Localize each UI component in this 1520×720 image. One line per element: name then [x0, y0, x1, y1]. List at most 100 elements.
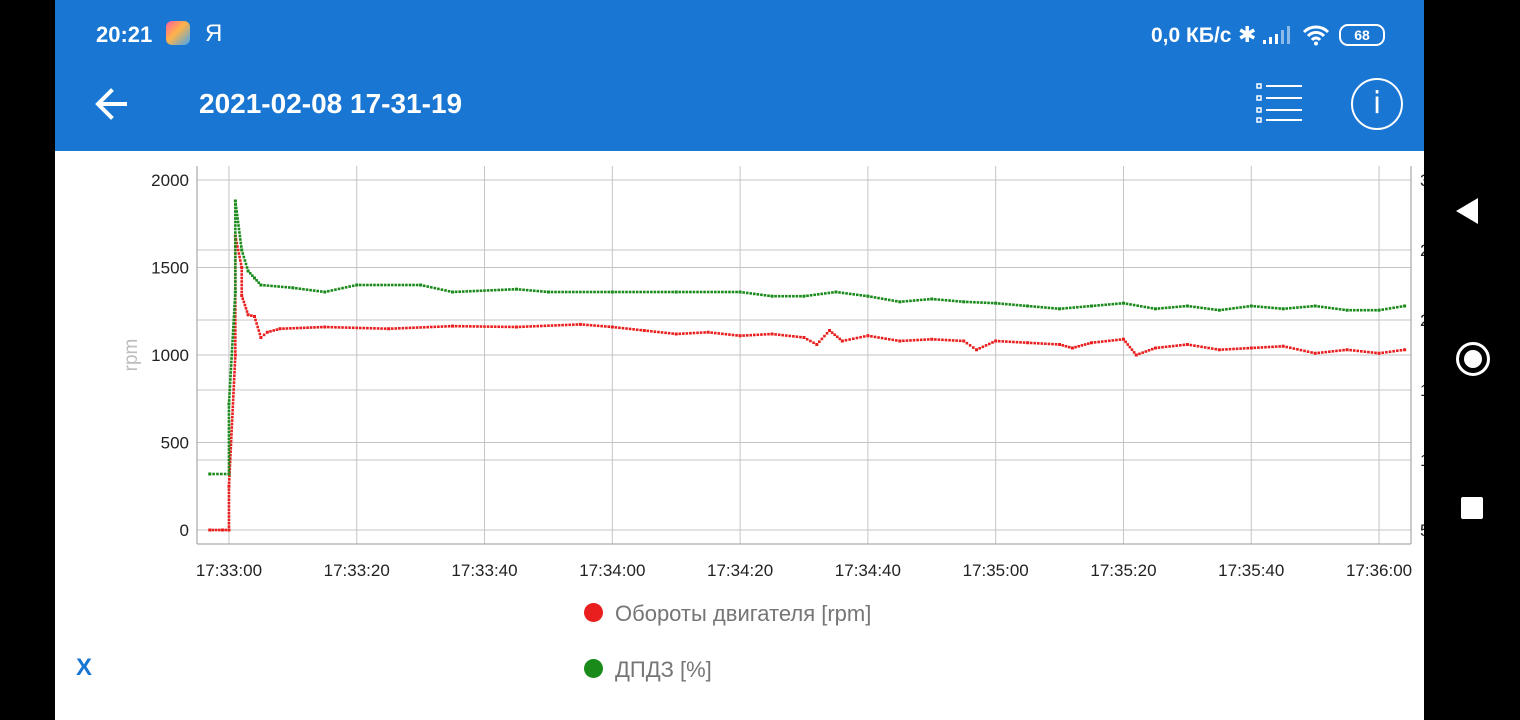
trace-dot [240, 248, 244, 252]
trace-dot [231, 408, 234, 412]
trace-dot [233, 370, 236, 374]
trace-dot [1100, 340, 1104, 343]
trace-dot [923, 338, 926, 341]
trace-dot [1328, 306, 1331, 310]
trace-dot [518, 325, 522, 329]
close-button[interactable]: X [76, 654, 93, 681]
trace-dot [373, 327, 376, 330]
trace-dot [228, 395, 231, 399]
trace-dot [1161, 345, 1164, 349]
trace-dot [212, 472, 215, 476]
trace-dot [259, 283, 263, 287]
trace-dot [1026, 341, 1029, 345]
x-tick-label: 17:35:20 [1090, 561, 1156, 580]
trace-dot [912, 299, 916, 302]
trace-dot [227, 495, 231, 498]
trace-dot [828, 329, 831, 332]
trace-dot [614, 326, 618, 329]
trace-dot [625, 327, 628, 330]
trace-dot [229, 364, 233, 367]
trace-dot [483, 289, 486, 292]
back-button[interactable] [89, 82, 133, 126]
trace-dot [227, 455, 231, 458]
trace-dot [1033, 341, 1037, 345]
trace-dot [292, 326, 296, 330]
trace-dot [586, 323, 589, 327]
trace-dot [618, 290, 621, 294]
trace-dot [232, 388, 235, 391]
trace-dot [234, 259, 237, 262]
trace-dot [231, 398, 235, 402]
trace-dot [518, 288, 522, 291]
trace-dot [522, 288, 525, 292]
trace-dot [228, 460, 232, 464]
trace-dot [227, 427, 231, 430]
trace-dot [753, 333, 756, 337]
trace-dot [1356, 308, 1360, 312]
trace-dot [763, 293, 767, 297]
trace-dot [639, 290, 643, 294]
trace-dot [230, 350, 234, 353]
legend-label-rpm: Обороты двигателя [rpm] [615, 601, 872, 626]
trace-dot [1107, 339, 1111, 343]
trace-dot [240, 276, 244, 280]
nav-back-icon[interactable] [1456, 198, 1478, 224]
trace-dot [1203, 307, 1207, 310]
chart[interactable]: 05001000150020005101520253017:33:0017:33… [110, 151, 1479, 720]
series-trace-tps [208, 199, 1403, 476]
trace-dot [497, 288, 501, 292]
trace-dot [305, 288, 309, 291]
trace-dot [1132, 351, 1136, 354]
trace-dot [1005, 340, 1008, 343]
trace-dot [348, 285, 351, 288]
trace-dot [997, 302, 1001, 305]
trace-dot [1303, 305, 1306, 309]
trace-dot [266, 284, 270, 287]
trace-dot [962, 339, 966, 343]
trace-dot [235, 241, 239, 245]
trace-dot [1090, 341, 1093, 345]
trace-dot [749, 333, 753, 337]
info-button[interactable]: i [1351, 78, 1403, 130]
trace-dot [812, 341, 815, 345]
trace-dot [589, 290, 593, 294]
trace-dot [877, 296, 880, 300]
trace-dot [689, 331, 692, 335]
trace-dot [231, 412, 234, 416]
trace-dot [1139, 305, 1143, 308]
trace-dot [706, 290, 710, 294]
x-tick-label: 17:33:20 [324, 561, 390, 580]
trace-dot [685, 332, 689, 335]
trace-dot [763, 333, 767, 336]
trace-dot [1377, 308, 1381, 312]
trace-dot [600, 324, 603, 328]
trace-dot [1374, 308, 1377, 312]
trace-dot [228, 467, 232, 471]
trace-dot [229, 367, 233, 371]
trace-dot [628, 290, 632, 294]
trace-dot [1065, 306, 1068, 310]
trace-dot [408, 326, 412, 330]
trace-dot [1200, 345, 1203, 349]
checklist-icon[interactable] [1255, 82, 1305, 124]
trace-dot [444, 325, 447, 328]
nav-home-icon[interactable] [1456, 342, 1490, 376]
trace-dot [440, 288, 444, 291]
trace-dot [221, 528, 224, 532]
trace-dot [254, 318, 257, 322]
trace-dot [937, 298, 941, 301]
x-tick-label: 17:33:40 [451, 561, 517, 580]
trace-dot [309, 326, 313, 329]
nav-recents-icon[interactable] [1461, 497, 1483, 519]
trace-dot [232, 377, 236, 381]
trace-dot [1281, 307, 1285, 311]
trace-dot [1036, 342, 1040, 345]
trace-dot [277, 285, 280, 288]
trace-dot [232, 325, 235, 329]
trace-dot [369, 326, 373, 330]
trace-dot [1296, 306, 1299, 309]
trace-dot [635, 290, 639, 294]
trace-dot [255, 279, 258, 282]
trace-dot [415, 283, 419, 287]
trace-dot [958, 300, 962, 303]
